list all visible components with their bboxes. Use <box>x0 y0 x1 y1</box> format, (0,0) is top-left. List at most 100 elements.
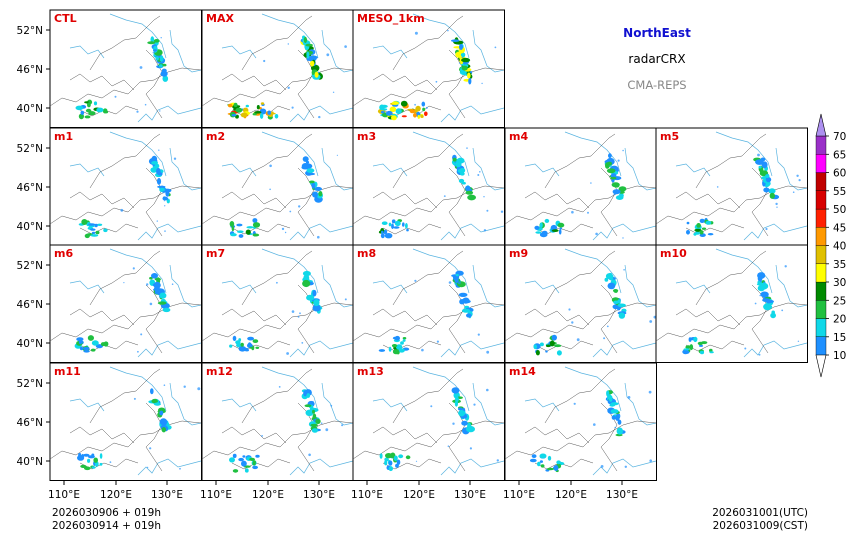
panel-map <box>50 13 202 123</box>
panel-frame <box>49 9 202 128</box>
echo-cell <box>80 464 87 468</box>
coastline <box>743 223 808 241</box>
echo-speck <box>289 210 292 213</box>
echo-speck <box>448 281 452 284</box>
echo-cell <box>83 453 90 457</box>
echo-cell <box>232 335 237 341</box>
echo-cell <box>462 297 470 304</box>
panel-label: m5 <box>660 130 679 143</box>
echo-speck <box>622 237 624 239</box>
province-border <box>448 402 466 472</box>
colorbar-box <box>815 281 827 301</box>
province-border <box>297 49 315 119</box>
echo-speck <box>281 227 285 231</box>
panel-map <box>50 248 202 358</box>
echo-speck <box>263 59 266 63</box>
echo-cell <box>312 289 317 297</box>
echo-speck <box>114 95 117 98</box>
echo-cell <box>705 220 712 225</box>
valid-time-utc: 2026031001(UTC) <box>712 507 808 519</box>
echo-cell <box>159 418 168 426</box>
echo-cell <box>378 349 386 352</box>
echo-speck <box>317 308 321 311</box>
echo-cell <box>617 419 622 425</box>
echo-cell <box>760 291 769 298</box>
echo-cell <box>709 351 714 354</box>
echo-speck <box>137 350 139 353</box>
panel-frame <box>201 127 354 246</box>
echo-cell <box>393 226 400 229</box>
echo-cell <box>545 350 548 353</box>
province-border <box>544 133 616 189</box>
echo-cell <box>94 223 98 228</box>
province-border <box>544 368 616 424</box>
panel-label: CTL <box>54 12 77 25</box>
panel-m14: m14 <box>504 362 657 481</box>
echo-cell <box>556 460 561 465</box>
echo-cell <box>465 185 471 191</box>
province-border <box>145 49 163 119</box>
echo-speck <box>796 174 799 177</box>
panel-m10: m10 <box>655 244 808 363</box>
province-border <box>202 302 354 342</box>
coastline <box>137 458 202 476</box>
province-border <box>231 223 291 235</box>
echo-cell <box>459 168 466 173</box>
echo-cell <box>159 55 164 62</box>
echo-cell <box>539 232 548 238</box>
colorbar-label: 55 <box>833 186 846 198</box>
echo-cell <box>315 418 321 424</box>
province-border <box>372 73 438 91</box>
echo-cell <box>252 233 260 237</box>
echo-speck <box>163 384 166 387</box>
echo-speck <box>648 390 652 394</box>
echo-cell <box>558 229 562 235</box>
echo-speck <box>157 292 160 296</box>
province-border <box>751 284 769 354</box>
echo-cell <box>415 105 421 112</box>
x-axis-ticks: 110°E 120°E 130°E 110°E 120°E 130°E 110°E 120°E… <box>48 481 638 501</box>
province-border <box>69 426 135 444</box>
panel-m1: m1 <box>49 127 202 246</box>
echo-speck <box>447 29 449 32</box>
coastline <box>137 340 202 358</box>
echo-cell <box>420 115 424 118</box>
echo-speck <box>466 147 468 149</box>
echo-speck <box>287 43 289 45</box>
coastline <box>624 382 657 426</box>
province-border <box>221 191 287 209</box>
panel-ctl: CTL <box>49 9 202 128</box>
echo-speck <box>159 110 161 112</box>
echo-cell <box>383 229 388 235</box>
echo-speck <box>483 229 487 232</box>
echo-speck <box>269 164 272 168</box>
coastline <box>412 13 470 59</box>
echo-speck <box>332 91 335 94</box>
colorbar-box <box>815 172 827 191</box>
echo-cell <box>422 107 426 112</box>
echo-cell <box>611 182 620 188</box>
panel-frame <box>655 127 808 246</box>
panels-group: CTL MAX MESO_1km m1 m2 m3 m4 m5 m6 m7 m8 m9 m10 m11 m1… <box>49 9 808 481</box>
echo-speck <box>136 110 139 113</box>
panel-map <box>202 131 354 241</box>
province-border <box>524 191 590 209</box>
echo-cell <box>165 189 170 197</box>
echo-speck <box>457 281 461 285</box>
echo-cell <box>103 228 108 233</box>
province-border <box>221 308 287 326</box>
echo-cell <box>451 387 460 394</box>
province-border <box>241 133 313 189</box>
echo-speck <box>414 103 416 106</box>
echo-speck <box>171 283 174 286</box>
echo-speck <box>587 211 589 214</box>
coastline <box>261 366 319 412</box>
province-border <box>50 67 202 107</box>
echo-cell <box>385 453 393 459</box>
echo-cell <box>91 231 96 235</box>
coastline <box>169 29 202 73</box>
coastline <box>715 248 773 294</box>
echo-cell <box>388 346 392 352</box>
echo-cell <box>763 187 770 193</box>
echo-cell <box>247 336 255 341</box>
